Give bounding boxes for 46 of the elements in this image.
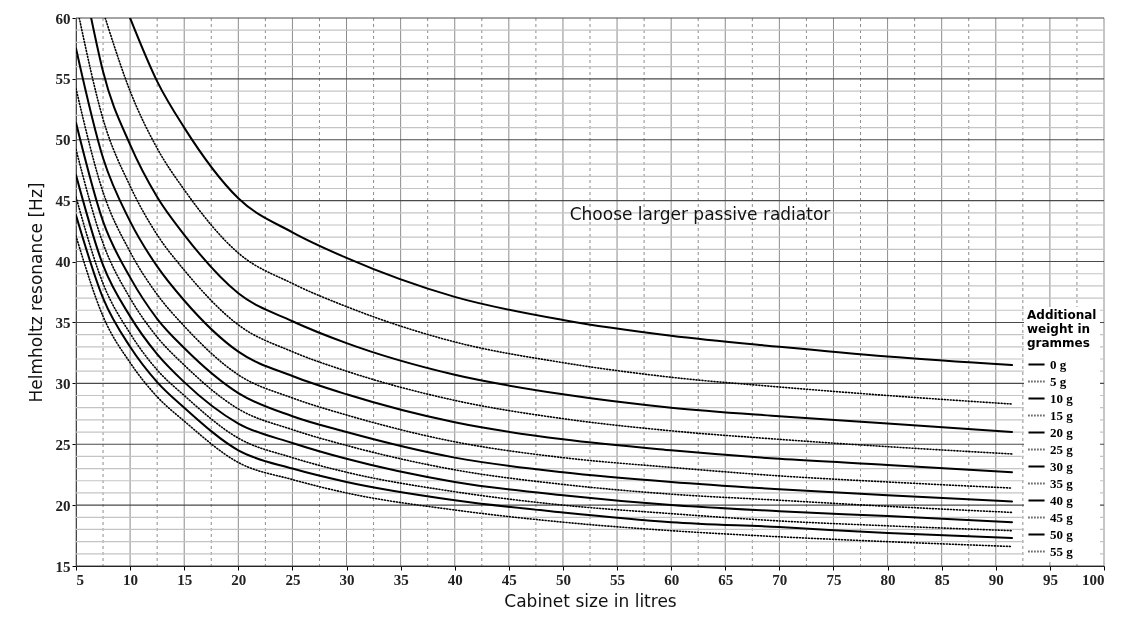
y-axis-title: Helmholtz resonance [Hz] xyxy=(25,182,46,403)
legend-label: 35 g xyxy=(1050,475,1074,491)
x-tick-label: 75 xyxy=(826,571,842,588)
x-tick-label: 65 xyxy=(718,571,734,588)
legend-label: 45 g xyxy=(1050,509,1074,525)
x-tick-label: 35 xyxy=(393,571,409,588)
x-tick-label: 25 xyxy=(285,571,301,588)
legend-label: 5 g xyxy=(1050,373,1067,389)
x-tick-label: 50 xyxy=(555,571,571,588)
y-tick-label: 30 xyxy=(55,375,71,392)
x-tick-label: 10 xyxy=(123,571,139,588)
legend-label: 25 g xyxy=(1050,441,1074,457)
y-tick-label: 60 xyxy=(55,10,71,27)
y-tick-label: 15 xyxy=(55,558,71,575)
legend-label: 0 g xyxy=(1050,356,1067,372)
x-tick-label: 85 xyxy=(934,571,950,588)
y-tick-label: 55 xyxy=(55,71,71,88)
y-tick-label: 45 xyxy=(55,193,71,210)
legend-label: 40 g xyxy=(1050,492,1074,508)
x-tick-label: 100 xyxy=(1082,571,1105,588)
y-tick-label: 35 xyxy=(55,314,71,331)
y-tick-label: 40 xyxy=(55,254,71,271)
annotation: Choose larger passive radiator xyxy=(569,204,831,225)
x-tick-label: 90 xyxy=(988,571,1004,588)
legend-label: 30 g xyxy=(1050,458,1074,474)
x-tick-label: 20 xyxy=(231,571,247,588)
x-tick-label: 30 xyxy=(339,571,355,588)
legend-label: 50 g xyxy=(1050,526,1074,542)
x-tick-label: 5 xyxy=(76,571,84,588)
y-tick-label: 25 xyxy=(55,436,71,453)
legend-label: 15 g xyxy=(1050,407,1074,423)
x-tick-label: 60 xyxy=(664,571,680,588)
legend-label: 20 g xyxy=(1050,424,1074,440)
x-tick-label: 15 xyxy=(177,571,193,588)
y-tick-label: 20 xyxy=(55,497,71,514)
y-tick-label: 50 xyxy=(55,132,71,149)
legend-label: 55 g xyxy=(1050,543,1074,559)
x-tick-label: 45 xyxy=(501,571,517,588)
x-tick-label: 55 xyxy=(610,571,626,588)
x-tick-label: 95 xyxy=(1042,571,1058,588)
x-tick-label: 70 xyxy=(772,571,788,588)
legend-title: Additional weight in grammes xyxy=(1027,308,1097,350)
x-tick-label: 80 xyxy=(880,571,896,588)
x-tick-label: 40 xyxy=(447,571,463,588)
legend-label: 10 g xyxy=(1050,390,1074,406)
x-axis-title: Cabinet size in litres xyxy=(504,590,677,611)
